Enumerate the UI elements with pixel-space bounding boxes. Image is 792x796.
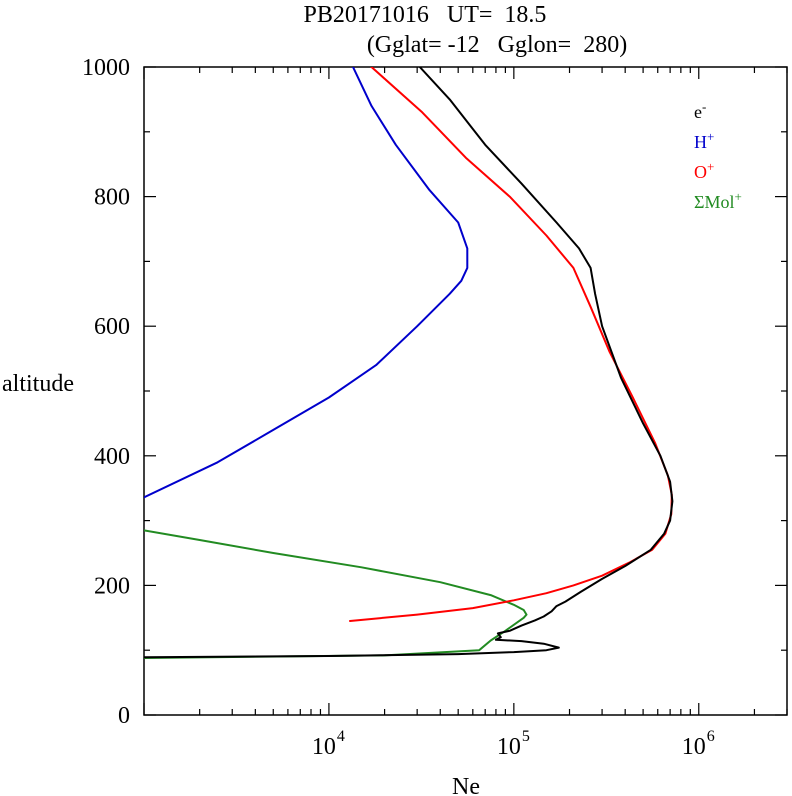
legend: e- H+ O+ ΣMol+ (694, 99, 742, 212)
legend-entry-o-plus: O+ (694, 159, 714, 182)
y-tick-label: 400 (94, 444, 130, 470)
legend-entry-superscript: - (702, 99, 706, 114)
series-line-mol-plus (144, 529, 528, 659)
y-tick-label: 200 (94, 573, 130, 599)
y-tick-label: 0 (118, 703, 130, 729)
series-line-electrons (144, 67, 674, 659)
x-axis-label: Ne (452, 774, 480, 796)
y-tick-label: 1000 (82, 55, 130, 81)
x-tick-label: 10 (312, 734, 336, 760)
legend-entry-electrons: e- (694, 99, 706, 122)
x-tick-label-exponent: 4 (337, 728, 345, 745)
chart-title-line2: (Gglat= -12 Gglon= 280) (367, 32, 627, 58)
legend-entry-superscript: + (707, 159, 714, 174)
y-tick-label: 800 (94, 185, 130, 211)
legend-entry-mol-plus: ΣMol+ (694, 189, 742, 212)
series-layer (144, 67, 674, 659)
tick-marks (143, 66, 788, 716)
x-tick-label-exponent: 5 (522, 728, 530, 745)
chart-title-line1: PB20171016 UT= 18.5 (304, 2, 547, 28)
x-tick-label: 10 (497, 734, 521, 760)
legend-entry-h-plus: H+ (694, 129, 714, 152)
x-tick-label: 10 (682, 734, 706, 760)
series-line-h-plus (144, 67, 469, 499)
legend-entry-superscript: + (707, 129, 714, 144)
legend-entry-superscript: + (734, 189, 741, 204)
y-axis-label: altitude (2, 371, 74, 397)
plot-frame (143, 66, 788, 716)
y-tick-label: 600 (94, 314, 130, 340)
x-tick-label-exponent: 6 (707, 728, 715, 745)
